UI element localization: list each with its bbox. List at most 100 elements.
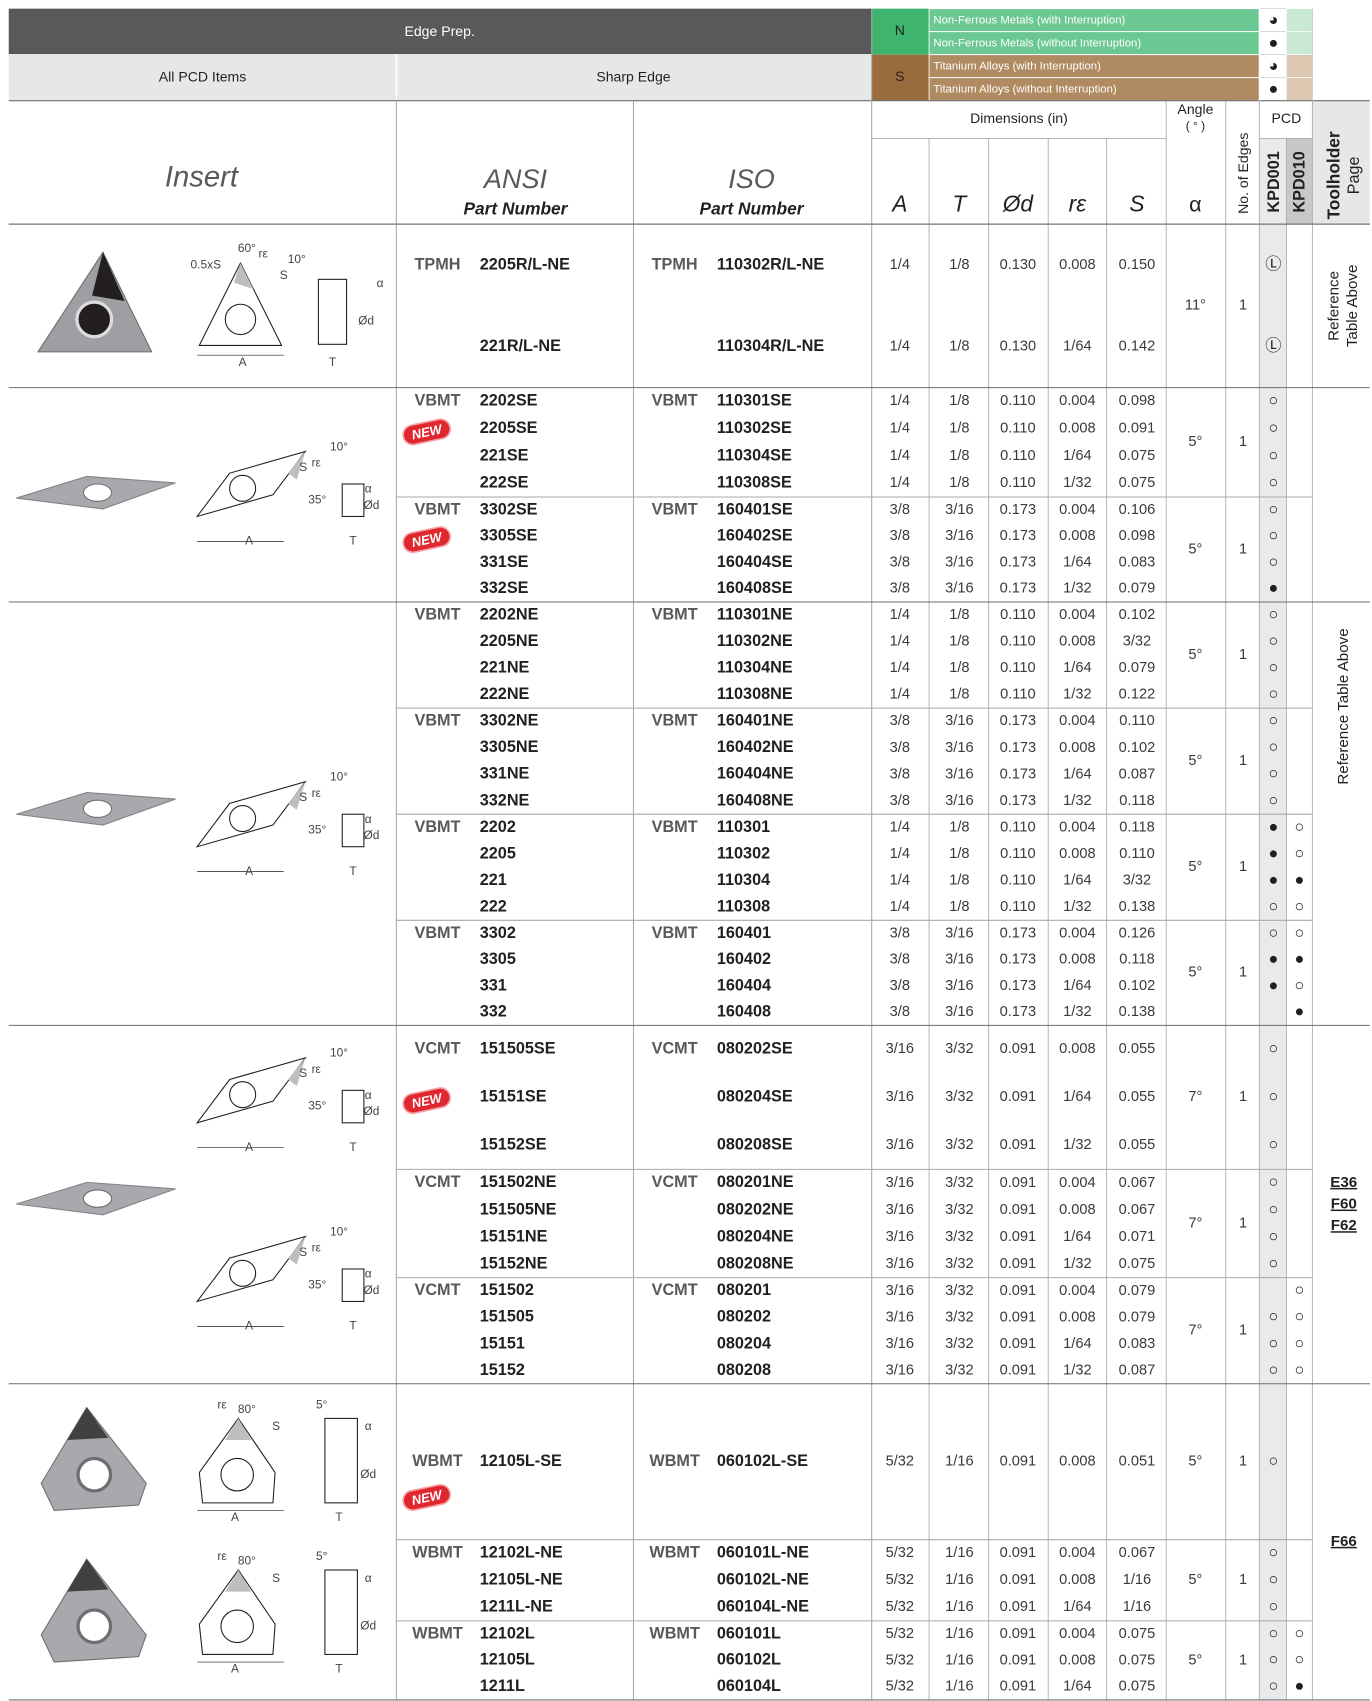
angle-value: 5° (1188, 434, 1202, 450)
dimension-value: 1/8 (949, 819, 969, 835)
part-number: 110301SE (717, 392, 792, 410)
diagram-label: S (299, 1066, 307, 1080)
part-prefix: VCMT (415, 1173, 461, 1191)
dimension-value: 0.067 (1119, 1175, 1156, 1191)
kpd010-header-bg (1286, 138, 1313, 225)
alpha-header: α (1189, 191, 1202, 216)
dimension-value: 3/8 (890, 528, 910, 544)
dimension-value: 0.173 (1000, 502, 1037, 518)
part-number: 2205R/L-NE (480, 255, 570, 273)
angle-unit: ( ° ) (1186, 119, 1205, 133)
grade-rating: ● (1268, 579, 1278, 597)
edges-value: 1 (1239, 753, 1247, 769)
grade-rating: ○ (1294, 1281, 1304, 1299)
part-number: 222 (480, 897, 507, 915)
new-badge-bg (402, 526, 452, 554)
angle-value: 5° (1188, 1454, 1202, 1470)
part-number: 331 (480, 976, 507, 994)
dimension-value: 3/8 (890, 581, 910, 597)
part-number: 15151SE (480, 1088, 547, 1106)
part-number: 160401 (717, 924, 771, 942)
grade-rating: ○ (1294, 818, 1304, 836)
grade-rating: ○ (1268, 1334, 1278, 1352)
part-number: 2205 (480, 844, 516, 862)
dimension-value: 1/8 (949, 420, 969, 436)
grade-rating: ● (1294, 871, 1304, 889)
dimension-value: 3/16 (886, 1202, 914, 1218)
dimension-value: 1/4 (890, 819, 910, 835)
diagram-label: A (231, 1662, 239, 1676)
dimension-value: 0.091 (1000, 1336, 1037, 1352)
dimension-value: 1/4 (890, 420, 910, 436)
diagram-outline (195, 780, 307, 848)
angle-value: 5° (1188, 1652, 1202, 1668)
diagram-label: α (365, 1571, 372, 1585)
part-number: 110302 (717, 844, 770, 862)
dimension-value: 3/16 (886, 1089, 914, 1105)
part-prefix: VCMT (652, 1281, 698, 1299)
part-number: 332 (480, 1003, 507, 1021)
dimension-value: 3/32 (945, 1175, 973, 1191)
grade-rating: ○ (1268, 500, 1278, 518)
dimension-value: 0.004 (1059, 925, 1096, 941)
diagram-side (341, 1089, 365, 1124)
new-badge-bg (402, 418, 452, 446)
dimension-value: 0.091 (1000, 1256, 1037, 1272)
part-prefix: VCMT (652, 1040, 698, 1058)
dimension-value: 0.102 (1119, 740, 1156, 756)
dimension-value: 5/32 (886, 1599, 914, 1615)
dimension-value: 0.071 (1119, 1229, 1156, 1245)
grade-rating: ○ (1294, 1361, 1304, 1379)
diagram-label: α (365, 812, 372, 826)
dimension-value: 0.110 (1000, 687, 1035, 703)
dimension-value: 0.091 (1000, 1652, 1037, 1668)
diagram-label: Ød (364, 498, 380, 512)
part-number: 160402SE (717, 527, 793, 545)
dimension-value: 1/32 (1063, 1256, 1091, 1272)
diagram-hole (229, 1259, 257, 1287)
diagram-label: 35° (308, 823, 326, 837)
dimension-value: 1/16 (945, 1454, 973, 1470)
grade-rating: ○ (1268, 1173, 1278, 1191)
dimension-value: 1/8 (949, 872, 969, 888)
grade-rating: ○ (1268, 474, 1278, 492)
grade-rating: ○ (1268, 1088, 1278, 1106)
diagram-label: 35° (308, 492, 326, 506)
grade-rating: ○ (1268, 1136, 1278, 1154)
part-number: 1211L-NE (480, 1598, 553, 1616)
part-number: 080202NE (717, 1200, 794, 1218)
dimension-value: 3/16 (886, 1256, 914, 1272)
part-number: 221 (480, 871, 507, 889)
dimension-value: 0.004 (1059, 502, 1096, 518)
diagram-label: S (299, 460, 307, 474)
part-number: 110308 (717, 897, 770, 915)
dimension-value: 0.091 (1000, 1545, 1037, 1561)
material-rating: ◕ (1268, 57, 1278, 75)
dimension-value: 1/4 (890, 660, 910, 676)
diagram-label: T (329, 355, 336, 369)
diagram-label: 10° (330, 770, 348, 784)
grade-rating: ● (1294, 1677, 1304, 1695)
grade-rating: ○ (1268, 1571, 1278, 1589)
diagram-outline (198, 261, 283, 346)
new-badge-bg (402, 1087, 452, 1115)
dimension-value: 3/32 (945, 1041, 973, 1057)
dimension-value: 0.008 (1059, 1309, 1096, 1325)
diagram-outline (195, 1056, 307, 1124)
dimension-value: 0.091 (1000, 1309, 1037, 1325)
diagram-label: S (280, 268, 288, 282)
dimension-value: 1/8 (949, 448, 969, 464)
part-number: 3302 (480, 924, 516, 942)
dimension-value: 0.087 (1119, 766, 1156, 782)
dimension-value: 0.173 (1000, 766, 1037, 782)
dimension-value: 0.004 (1059, 1545, 1096, 1561)
insert-photo-hole (82, 1189, 113, 1208)
insert-header: Insert (165, 161, 240, 193)
new-badge-text: NEW (410, 529, 444, 550)
toolholder-page-link: F62 (1331, 1217, 1357, 1234)
dimension-value: 0.118 (1119, 952, 1154, 968)
part-number: 160404 (717, 976, 771, 994)
dimension-value: 1/32 (1063, 793, 1091, 809)
insert-photo-tip (67, 1559, 109, 1592)
dimension-value: 3/16 (886, 1137, 914, 1153)
